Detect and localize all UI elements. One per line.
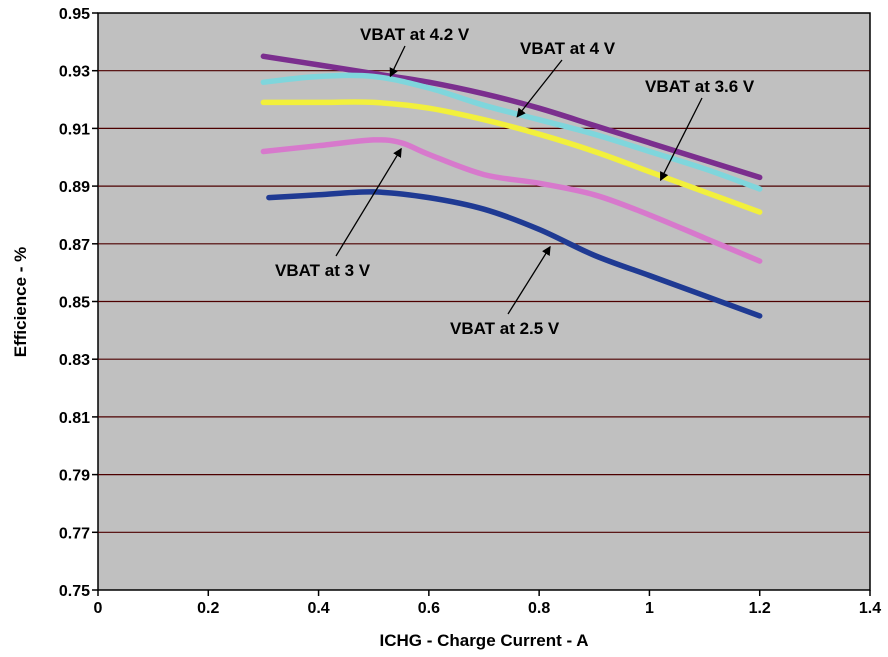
y-tick-label: 0.85: [59, 295, 90, 312]
y-tick-label: 0.79: [59, 468, 90, 485]
annotation-arrow-vbat-at-2-5-v: [507, 245, 551, 315]
annotation-arrow-vbat-at-4-v: [516, 59, 563, 118]
series-line-vbat-at-4-2-v: [260, 53, 763, 181]
series-line-vbat-at-3-v: [260, 137, 763, 264]
series-line-vbat-at-2-5-v: [266, 189, 763, 319]
y-axis-label: Efficience - %: [11, 247, 30, 358]
y-tick-label: 0.81: [59, 410, 90, 427]
y-tick-label: 0.75: [59, 583, 90, 600]
y-tick-label: 0.83: [59, 352, 90, 369]
series-lines: [260, 53, 763, 319]
x-tick-label: 1.4: [859, 600, 881, 617]
annotation-arrow-vbat-at-3-6-v: [659, 97, 703, 182]
x-tick-label: 0: [94, 600, 103, 617]
x-tick-label: 1: [645, 600, 654, 617]
annotation-arrow-vbat-at-3-v: [335, 147, 402, 257]
x-tick-label: 0.2: [197, 600, 219, 617]
series-line-vbat-at-3-6-v: [260, 99, 763, 215]
annotation-label-vbat-at-2-5-v: VBAT at 2.5 V: [450, 319, 560, 338]
series-line-vbat-at-4-v: [260, 72, 763, 192]
y-tick-label: 0.93: [59, 64, 90, 81]
annotation-label-vbat-at-3-v: VBAT at 3 V: [275, 261, 371, 280]
x-tick-label: 0.8: [528, 600, 550, 617]
annotation-label-vbat-at-3-6-v: VBAT at 3.6 V: [645, 77, 755, 96]
x-tick-label: 0.4: [307, 600, 329, 617]
axes: 0.950.930.910.890.870.850.830.810.790.77…: [59, 6, 881, 617]
y-tick-label: 0.91: [59, 121, 90, 138]
annotation-label-vbat-at-4-2-v: VBAT at 4.2 V: [360, 25, 470, 44]
gridlines: [98, 70, 870, 533]
annotations: VBAT at 4.2 V VBAT at 4 V VBAT at 3.6 V VBA…: [275, 25, 755, 338]
x-axis-label: ICHG - Charge Current - A: [379, 631, 588, 650]
y-tick-label: 0.77: [59, 525, 90, 542]
annotation-arrow-vbat-at-4-2-v: [389, 45, 406, 78]
y-tick-label: 0.95: [59, 6, 90, 23]
y-tick-label: 0.87: [59, 237, 90, 254]
x-tick-label: 1.2: [749, 600, 771, 617]
annotation-label-vbat-at-4-v: VBAT at 4 V: [520, 39, 616, 58]
y-tick-label: 0.89: [59, 179, 90, 196]
x-tick-label: 0.6: [418, 600, 440, 617]
